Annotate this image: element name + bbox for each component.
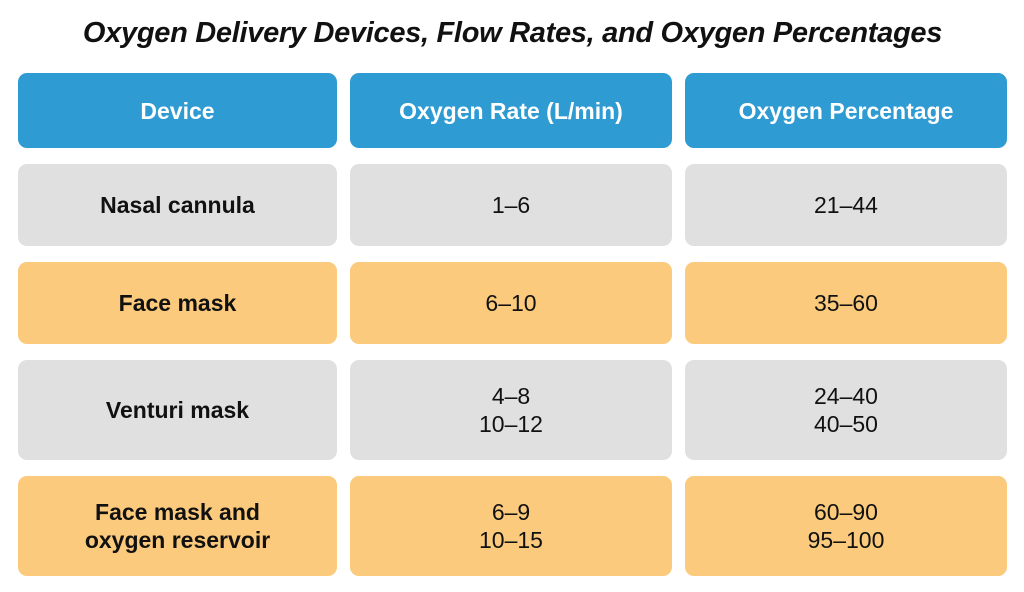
column-header: Device [18,73,337,148]
table-body: Nasal cannula 1–6 21–44 Face mask 6–10 3… [18,164,1007,576]
cell-line: oxygen reservoir [84,527,271,553]
cell-line: 24–40 [814,383,878,409]
rate-cell: 1–6 [350,164,672,246]
table-row: Face mask 6–10 35–60 [18,262,1007,344]
percentage-cell: 24–40 40–50 [685,360,1007,460]
cell-line: 6–10 [485,290,537,316]
cell-line: Face mask and [95,499,260,525]
percentage-cell: 60–90 95–100 [685,476,1007,576]
device-cell: Nasal cannula [18,164,337,246]
table-row: Nasal cannula 1–6 21–44 [18,164,1007,246]
table-row: Face mask and oxygen reservoir 6–9 10–15 6… [18,476,1007,576]
rate-cell: 4–8 10–12 [350,360,672,460]
cell-line: 10–15 [479,527,543,553]
device-cell: Face mask and oxygen reservoir [18,476,337,576]
table-row: Venturi mask 4–8 10–12 24–40 40–50 [18,360,1007,460]
cell-line: 21–44 [814,192,878,218]
cell-line: Venturi mask [105,397,250,423]
cell-line: 4–8 [491,383,531,409]
table-header-row: Device Oxygen Rate (L/min) Oxygen Percenta… [18,73,1007,148]
device-cell: Face mask [18,262,337,344]
cell-line: Face mask [118,290,237,316]
device-cell: Venturi mask [18,360,337,460]
cell-line: 35–60 [814,290,878,316]
column-header: Oxygen Percentage [685,73,1007,148]
cell-line: 95–100 [807,527,885,553]
cell-line: 60–90 [814,499,878,525]
oxygen-table: Device Oxygen Rate (L/min) Oxygen Percenta… [18,73,1007,576]
cell-line: Nasal cannula [100,192,255,218]
cell-line: 6–9 [491,499,531,525]
percentage-cell: 35–60 [685,262,1007,344]
cell-line: 10–12 [479,411,543,437]
rate-cell: 6–9 10–15 [350,476,672,576]
cell-line: 40–50 [814,411,878,437]
column-header: Oxygen Rate (L/min) [350,73,672,148]
rate-cell: 6–10 [350,262,672,344]
page-title: Oxygen Delivery Devices, Flow Rates, and… [82,17,943,49]
cell-line: 1–6 [491,192,531,218]
percentage-cell: 21–44 [685,164,1007,246]
